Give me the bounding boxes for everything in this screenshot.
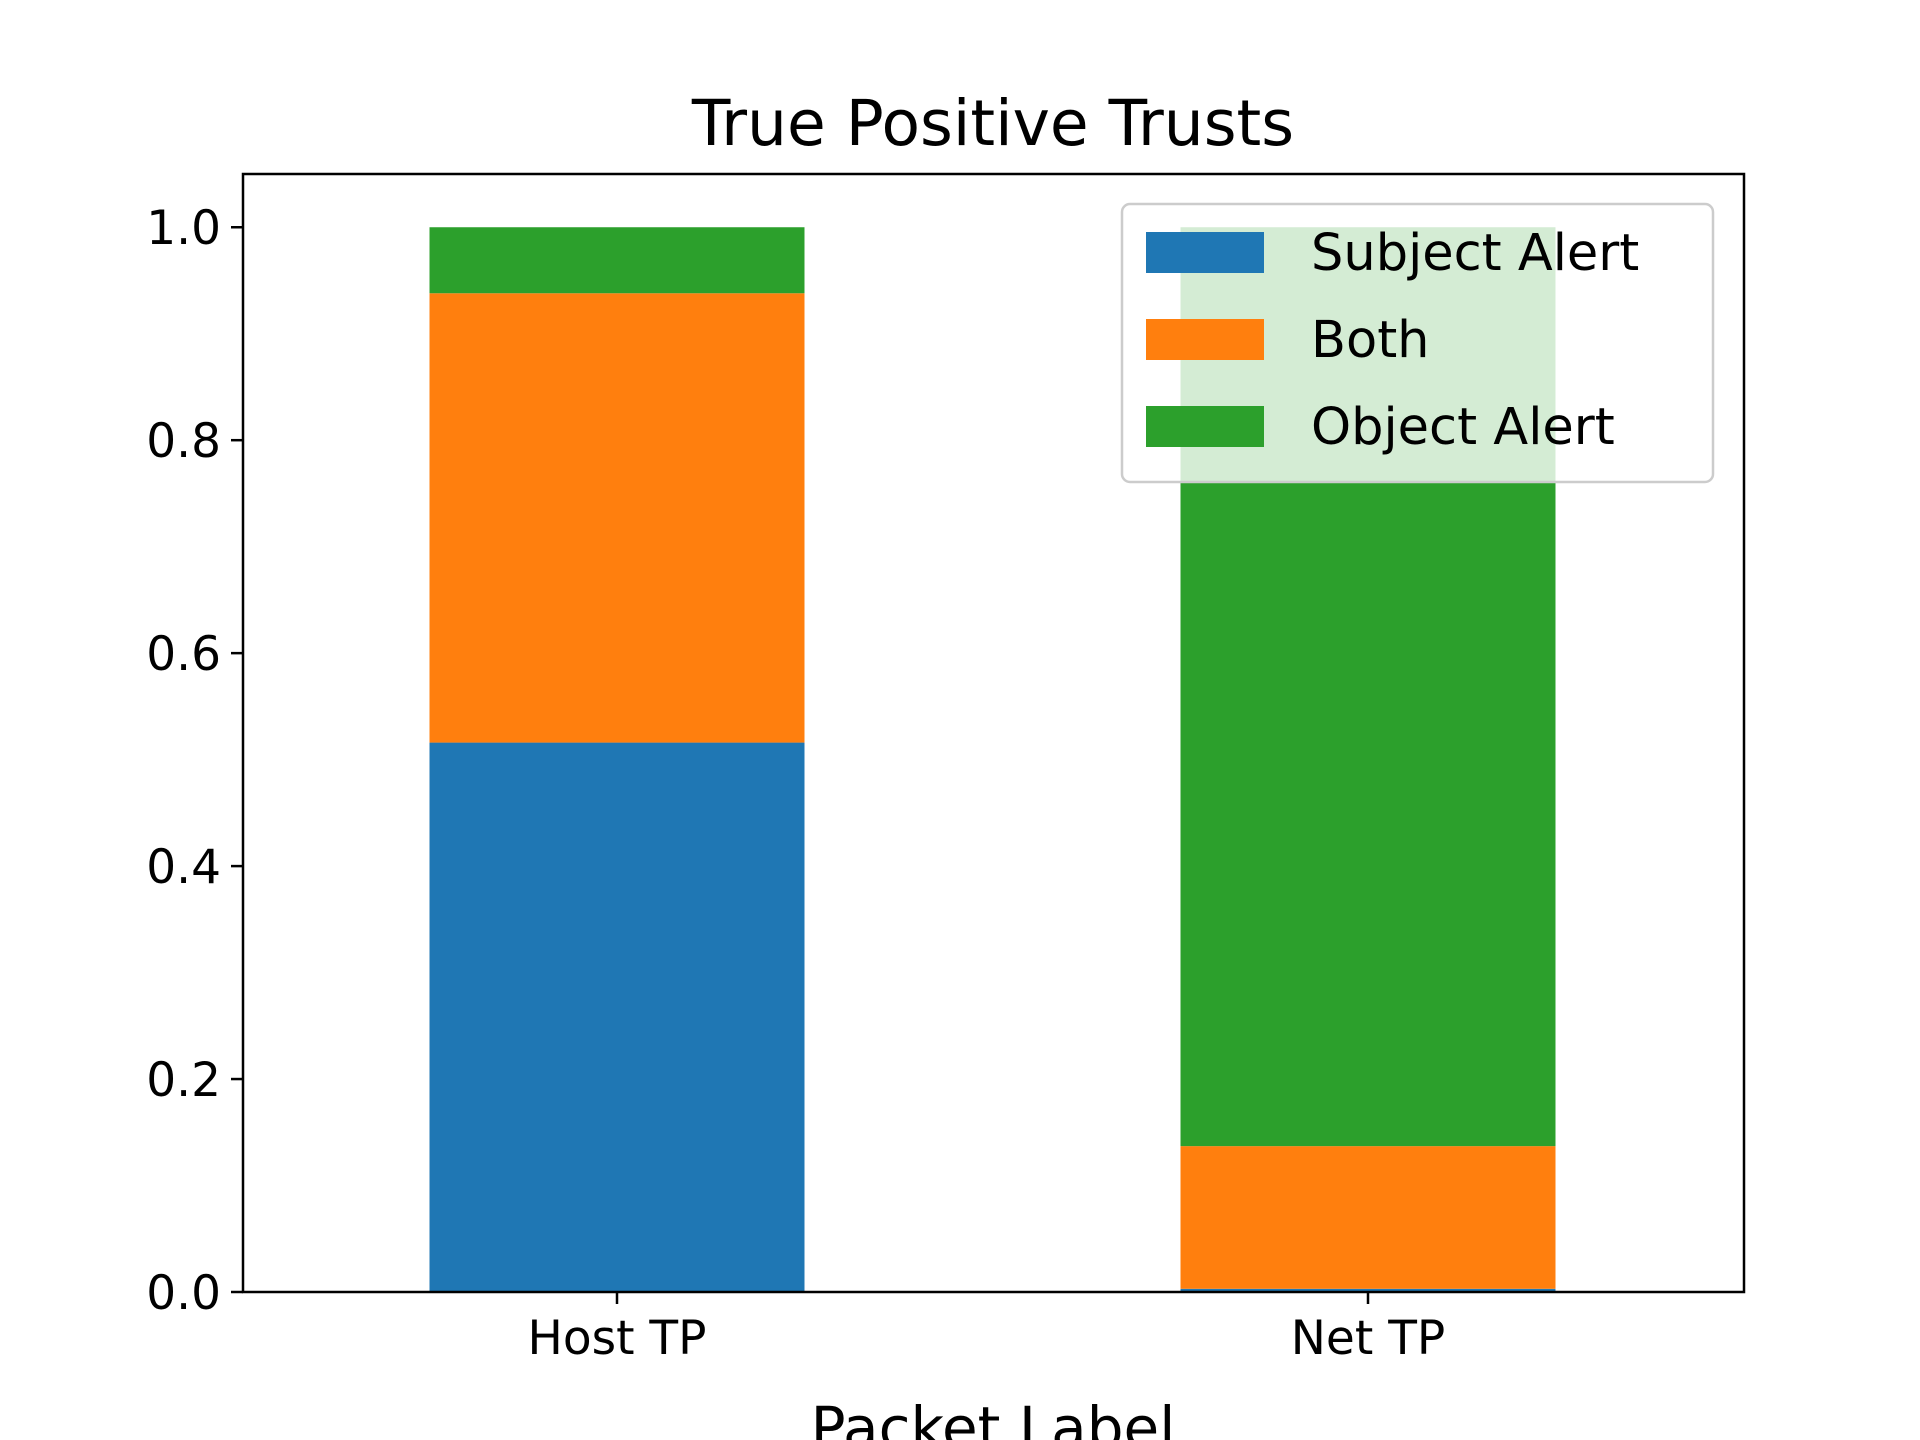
- legend-swatch: [1146, 319, 1264, 360]
- y-tick-label: 1.0: [146, 201, 221, 256]
- y-axis: 0.0 0.2 0.4 0.6 0.8 1.0: [146, 201, 243, 1321]
- y-tick-label: 0.0: [146, 1266, 221, 1321]
- legend-label: Object Alert: [1311, 398, 1615, 457]
- bar-subject-alert-net-tp: [1180, 1288, 1556, 1292]
- legend: Subject Alert Both Object Alert: [1120, 202, 1715, 484]
- bar-subject-alert-host-tp: [429, 742, 805, 1292]
- legend-label: Subject Alert: [1311, 224, 1639, 283]
- x-axis-label: Packet Label: [811, 1394, 1176, 1440]
- plot-frame: [241, 172, 1746, 1294]
- y-tick-label: 0.6: [146, 627, 221, 682]
- x-tick-label: Host TP: [527, 1311, 706, 1366]
- legend-swatch: [1146, 406, 1264, 447]
- chart-title: True Positive Trusts: [691, 87, 1294, 160]
- x-tick-label: Net TP: [1291, 1311, 1446, 1366]
- bar-object-alert-host-tp: [429, 227, 805, 294]
- legend-box: [1120, 202, 1715, 484]
- legend-swatch: [1146, 232, 1264, 273]
- x-axis: Host TP Net TP: [527, 1292, 1445, 1366]
- y-tick-label: 0.2: [146, 1053, 221, 1108]
- legend-label: Both: [1311, 311, 1430, 370]
- bar-both-net-tp: [1180, 1146, 1556, 1289]
- y-tick-label: 0.8: [146, 414, 221, 469]
- bar-both-host-tp: [429, 293, 805, 743]
- y-tick-label: 0.4: [146, 840, 221, 895]
